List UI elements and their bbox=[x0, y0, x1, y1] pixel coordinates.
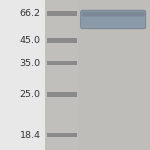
Text: 25.0: 25.0 bbox=[20, 90, 40, 99]
Text: 66.2: 66.2 bbox=[20, 9, 40, 18]
Bar bbox=[46, 61, 76, 65]
FancyBboxPatch shape bbox=[81, 10, 146, 29]
Bar bbox=[46, 38, 76, 43]
Bar bbox=[46, 92, 76, 97]
Text: 35.0: 35.0 bbox=[19, 58, 40, 68]
Bar bbox=[46, 11, 76, 16]
Text: 18.4: 18.4 bbox=[20, 130, 40, 140]
FancyBboxPatch shape bbox=[82, 12, 145, 16]
Bar bbox=[46, 133, 76, 137]
Bar bbox=[78, 0, 150, 150]
Text: 45.0: 45.0 bbox=[20, 36, 40, 45]
Bar bbox=[45, 0, 150, 150]
